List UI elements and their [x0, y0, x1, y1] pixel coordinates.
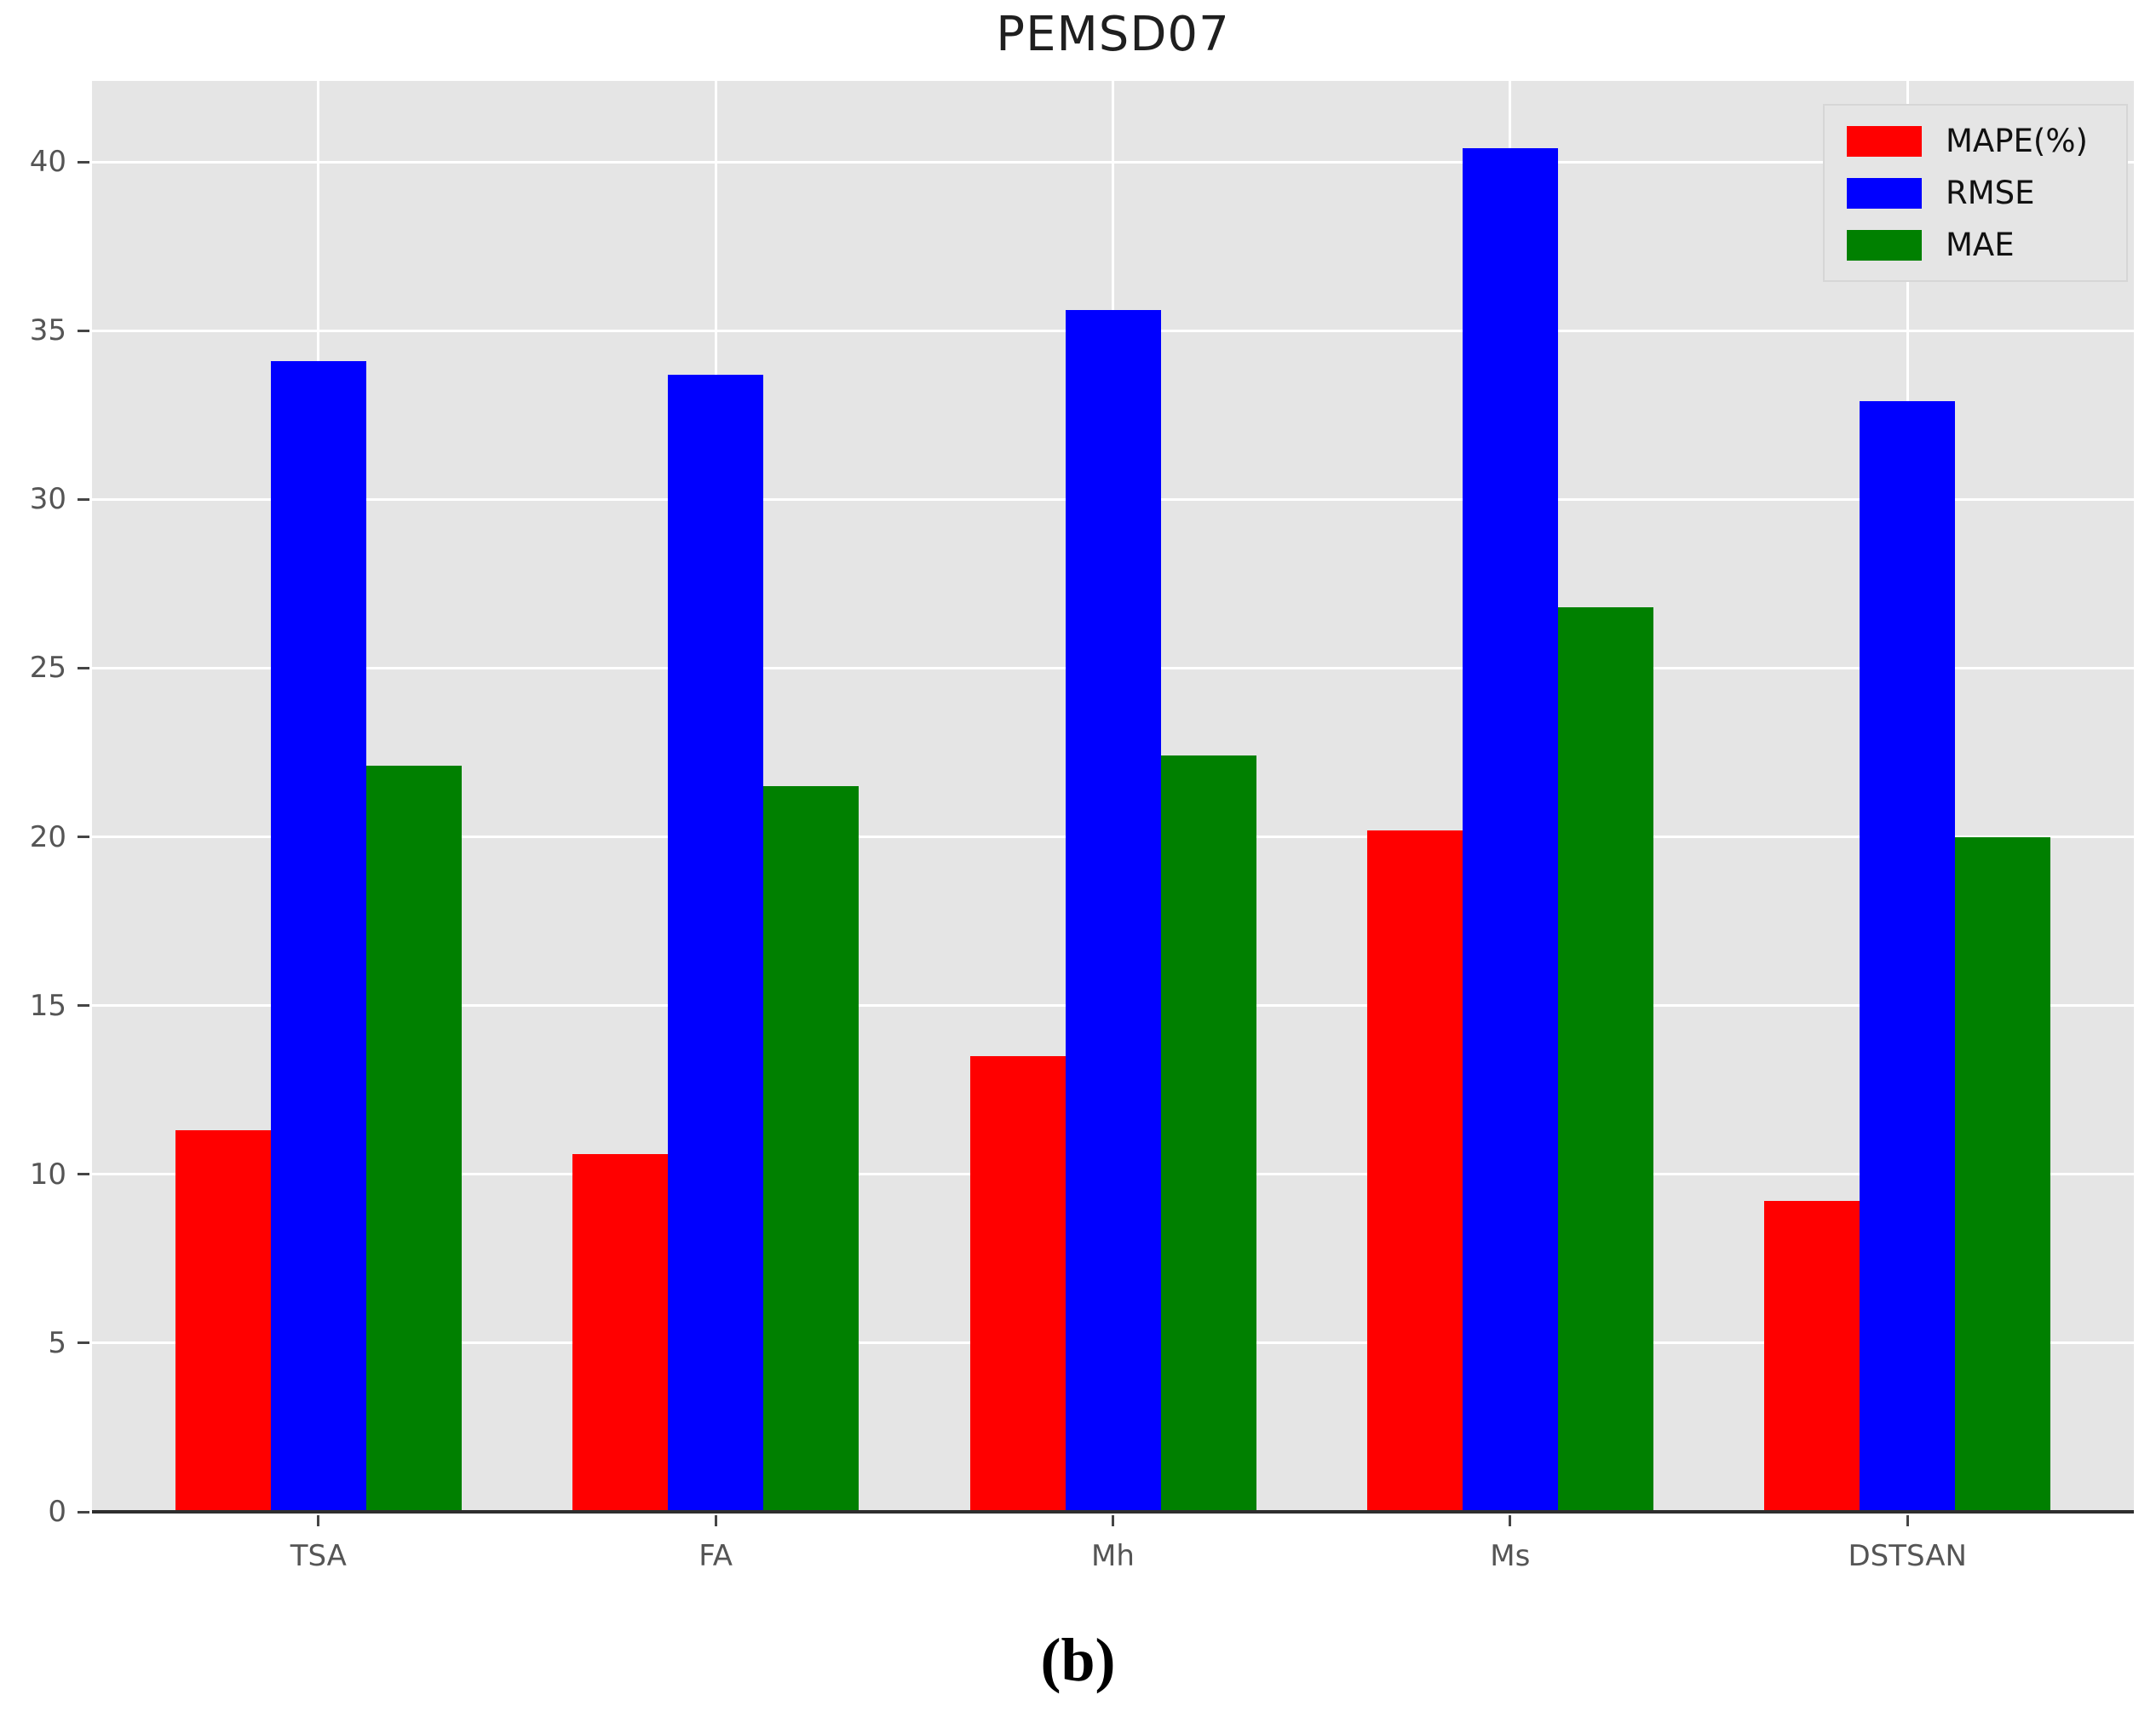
y-tick-label-5: 5: [48, 1325, 66, 1360]
legend-item-rmse: RMSE: [1847, 175, 2104, 211]
x-tick-mark-tsa: [317, 1515, 320, 1526]
y-tick-label-40: 40: [29, 145, 66, 180]
y-tick-label-35: 35: [29, 313, 66, 348]
bar-mae-tsa: [365, 766, 462, 1512]
y-tick-mark-0: [78, 1510, 89, 1514]
bar-mae-dstsan: [1955, 836, 2051, 1512]
bar-mape-ms: [1366, 830, 1463, 1512]
x-tick-mark-mh: [1112, 1515, 1114, 1526]
bar-mae-fa: [763, 786, 860, 1512]
y-tick-mark-15: [78, 1004, 89, 1008]
bar-mae-mh: [1160, 755, 1256, 1512]
x-tick-label-ms: Ms: [1490, 1539, 1531, 1573]
y-tick-label-20: 20: [29, 819, 66, 854]
bar-mae-ms: [1557, 607, 1653, 1512]
y-tick-mark-40: [78, 160, 89, 164]
y-tick-label-10: 10: [29, 1157, 66, 1192]
x-tick-label-tsa: TSA: [290, 1539, 347, 1573]
y-tick-mark-10: [78, 1173, 89, 1176]
x-axis-baseline: [92, 1510, 2134, 1514]
y-tick-mark-25: [78, 666, 89, 669]
y-tick-mark-20: [78, 836, 89, 839]
x-tick-label-fa: FA: [699, 1539, 733, 1573]
bar-rmse-dstsan: [1860, 401, 1956, 1512]
bar-mape-fa: [572, 1154, 669, 1512]
subfigure-caption: (b): [1040, 1626, 1116, 1694]
y-tick-label-25: 25: [29, 651, 66, 686]
legend-label-rmse: RMSE: [1946, 175, 2035, 211]
y-tick-mark-30: [78, 497, 89, 501]
bar-mape-dstsan: [1764, 1201, 1860, 1512]
bar-rmse-mh: [1065, 310, 1161, 1512]
plot-area: [92, 81, 2134, 1514]
legend-item-mape: MAPE(%): [1847, 123, 2104, 159]
legend-swatch-rmse: [1847, 177, 1922, 209]
bar-rmse-ms: [1462, 148, 1558, 1512]
legend-swatch-mae: [1847, 229, 1922, 261]
legend-swatch-mape: [1847, 125, 1922, 157]
bar-mape-tsa: [175, 1130, 271, 1512]
y-tick-label-0: 0: [48, 1495, 66, 1529]
y-tick-mark-5: [78, 1341, 89, 1345]
x-tick-mark-fa: [714, 1515, 717, 1526]
y-tick-mark-35: [78, 329, 89, 332]
bar-rmse-fa: [668, 374, 764, 1512]
legend-label-mape: MAPE(%): [1946, 123, 2088, 159]
x-tick-mark-ms: [1509, 1515, 1512, 1526]
legend: MAPE(%) RMSE MAE: [1823, 104, 2128, 282]
chart-title: PEMSD07: [996, 7, 1230, 62]
x-tick-mark-dstsan: [1906, 1515, 1909, 1526]
y-tick-label-15: 15: [29, 988, 66, 1023]
y-tick-label-30: 30: [29, 482, 66, 517]
legend-label-mae: MAE: [1946, 227, 2015, 263]
bar-rmse-tsa: [270, 360, 366, 1512]
x-tick-label-mh: Mh: [1091, 1539, 1135, 1573]
x-tick-label-dstsan: DSTSAN: [1848, 1539, 1967, 1573]
bar-mape-mh: [969, 1056, 1066, 1512]
legend-item-mae: MAE: [1847, 227, 2104, 263]
